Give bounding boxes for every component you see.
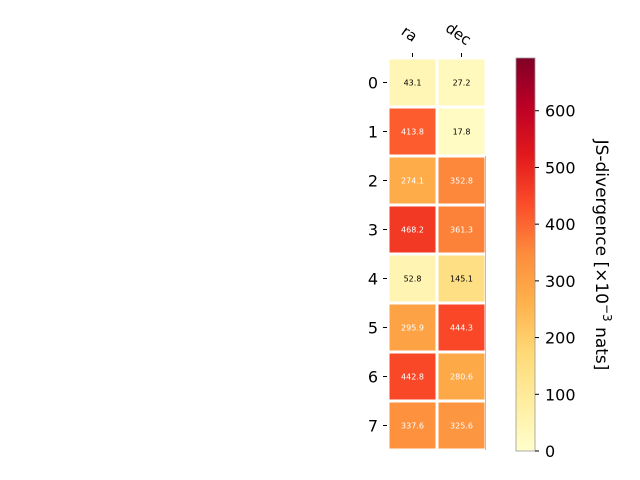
heatmap-cell-3-ra <box>389 206 436 253</box>
row-label-6: 6 <box>368 368 378 387</box>
heatmap-cell-7-ra <box>389 402 436 449</box>
heatmap-cell-0-ra <box>389 59 436 106</box>
cell-value-label: 52.8 <box>404 275 422 284</box>
row-label-4: 4 <box>368 270 378 289</box>
heatmap-cell-2-dec <box>438 157 485 204</box>
cell-value-label: 468.2 <box>401 226 424 235</box>
cell-value-label: 352.8 <box>450 177 473 186</box>
heatmap-cell-5-ra <box>389 304 436 351</box>
colorbar-label: JS-divergence [×10−3 nats] <box>591 139 614 371</box>
row-label-7: 7 <box>368 417 378 436</box>
cell-value-label: 295.9 <box>401 324 424 333</box>
heatmap-cell-0-dec <box>438 59 485 106</box>
column-label-ra: ra <box>398 22 421 46</box>
colorbar-tick-label: 400 <box>545 215 576 234</box>
colorbar-tick-label: 200 <box>545 329 576 348</box>
colorbar-axis: 0 100 200 300 400 500 600 <box>535 102 576 461</box>
colorbar-tick-label: 100 <box>545 385 576 404</box>
heatmap-cell-7-dec <box>438 402 485 449</box>
cell-value-label: 413.8 <box>401 128 424 137</box>
heatmap-cell-3-dec <box>438 206 485 253</box>
row-label-5: 5 <box>368 319 378 338</box>
row-axis: 0 1 2 3 4 5 6 7 <box>368 74 387 436</box>
row-label-1: 1 <box>368 123 378 142</box>
cell-value-label: 325.6 <box>450 422 473 431</box>
colorbar <box>515 57 536 452</box>
heatmap-cell-1-ra <box>389 108 436 155</box>
cell-value-label: 17.8 <box>453 128 471 137</box>
cell-value-label: 145.1 <box>450 275 473 284</box>
heatmap-cell-6-ra <box>389 353 436 400</box>
column-axis: ra dec <box>398 19 475 57</box>
cell-value-label: 337.6 <box>401 422 424 431</box>
cell-value-label: 280.6 <box>450 373 473 382</box>
cell-value-label: 27.2 <box>453 79 471 88</box>
colorbar-tick-label: 300 <box>545 272 576 291</box>
heatmap-cell-4-ra <box>389 255 436 302</box>
cell-value-label: 444.3 <box>450 324 473 333</box>
colorbar-tick-label: 0 <box>545 442 555 461</box>
cell-value-label: 442.8 <box>401 373 424 382</box>
cell-value-label: 361.3 <box>450 226 473 235</box>
heatmap-cell-1-dec <box>438 108 485 155</box>
row-label-0: 0 <box>368 74 378 93</box>
cell-value-label: 43.1 <box>404 79 422 88</box>
colorbar-gradient <box>515 57 536 452</box>
column-label-dec: dec <box>442 19 474 49</box>
heatmap-cells <box>389 59 486 450</box>
cell-value-label: 274.1 <box>401 177 424 186</box>
heatmap-cell-5-dec <box>438 304 485 351</box>
row-label-3: 3 <box>368 221 378 240</box>
colorbar-tick-label: 500 <box>545 158 576 177</box>
heatmap-cell-2-ra <box>389 157 436 204</box>
heatmap-cell-6-dec <box>438 353 485 400</box>
heatmap-cell-4-dec <box>438 255 485 302</box>
colorbar-tick-label: 600 <box>545 102 576 121</box>
row-label-2: 2 <box>368 172 378 191</box>
cell-value-labels: 43.1 27.2 413.8 17.8 274.1 352.8 468.2 361.3 52.… <box>401 79 473 431</box>
